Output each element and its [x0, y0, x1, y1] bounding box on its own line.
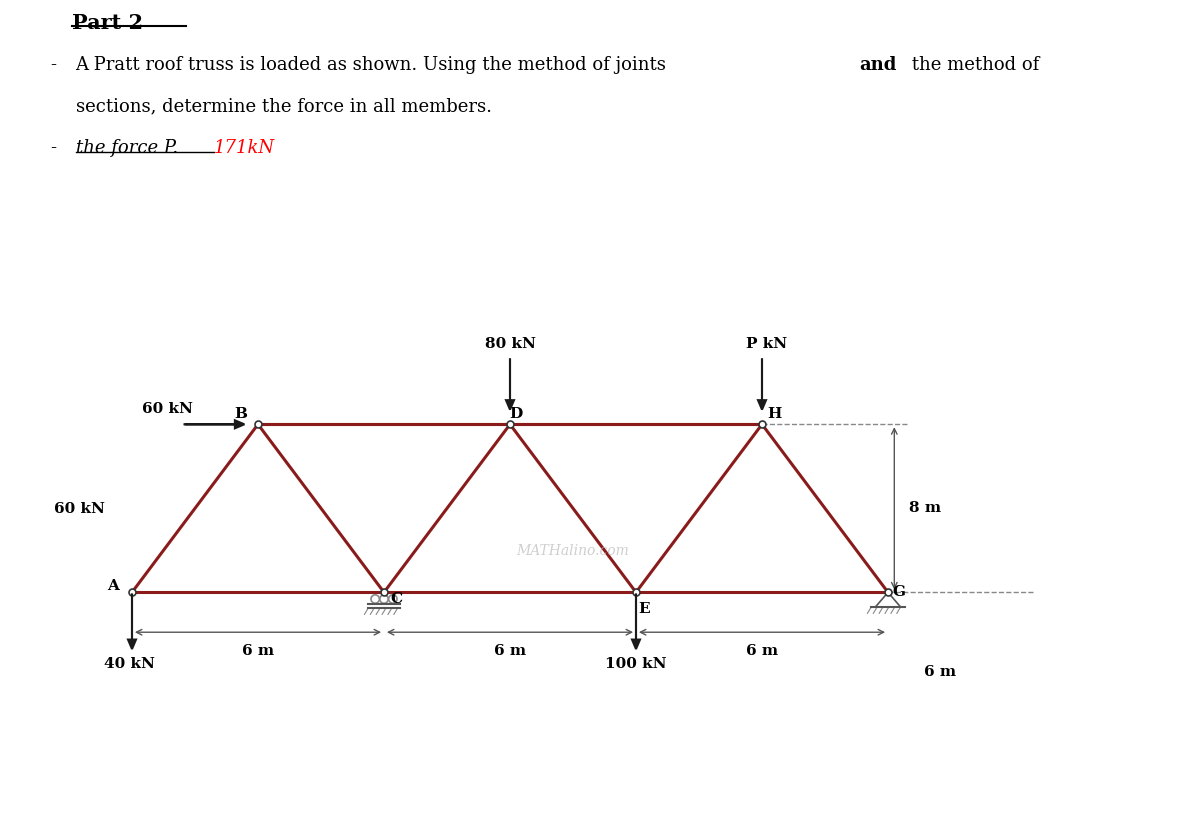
Text: -: -: [50, 56, 56, 74]
Text: G: G: [892, 586, 905, 600]
Text: H: H: [768, 407, 781, 420]
Text: 100 kN: 100 kN: [605, 657, 667, 671]
Text: 6 m: 6 m: [924, 665, 956, 679]
Text: the method of: the method of: [906, 56, 1039, 74]
FancyArrow shape: [506, 359, 514, 410]
FancyArrow shape: [758, 359, 766, 410]
Text: 40 kN: 40 kN: [104, 657, 155, 671]
Text: 6 m: 6 m: [242, 644, 274, 658]
Text: 171kN: 171kN: [214, 139, 275, 157]
Text: 8 m: 8 m: [910, 501, 941, 515]
FancyArrow shape: [632, 595, 640, 649]
Text: the force P.: the force P.: [76, 139, 178, 157]
Text: C: C: [390, 591, 403, 605]
Text: 60 kN: 60 kN: [143, 402, 193, 416]
Text: 6 m: 6 m: [746, 644, 778, 658]
FancyArrow shape: [128, 595, 136, 649]
Text: -: -: [50, 139, 56, 157]
Text: sections, determine the force in all members.: sections, determine the force in all mem…: [76, 98, 492, 116]
Text: B: B: [235, 407, 247, 420]
Text: Part 2: Part 2: [72, 13, 143, 34]
Text: A Pratt roof truss is loaded as shown. Using the method of joints: A Pratt roof truss is loaded as shown. U…: [76, 56, 672, 74]
Text: E: E: [638, 602, 650, 616]
Text: and: and: [859, 56, 896, 74]
Text: D: D: [510, 407, 523, 420]
FancyArrow shape: [185, 420, 245, 429]
Text: 60 kN: 60 kN: [54, 501, 104, 515]
Text: A: A: [107, 579, 119, 593]
Text: 6 m: 6 m: [494, 644, 526, 658]
Text: 80 kN: 80 kN: [485, 337, 535, 351]
Text: MATHalino.com: MATHalino.com: [517, 543, 629, 558]
Text: P kN: P kN: [745, 337, 787, 351]
